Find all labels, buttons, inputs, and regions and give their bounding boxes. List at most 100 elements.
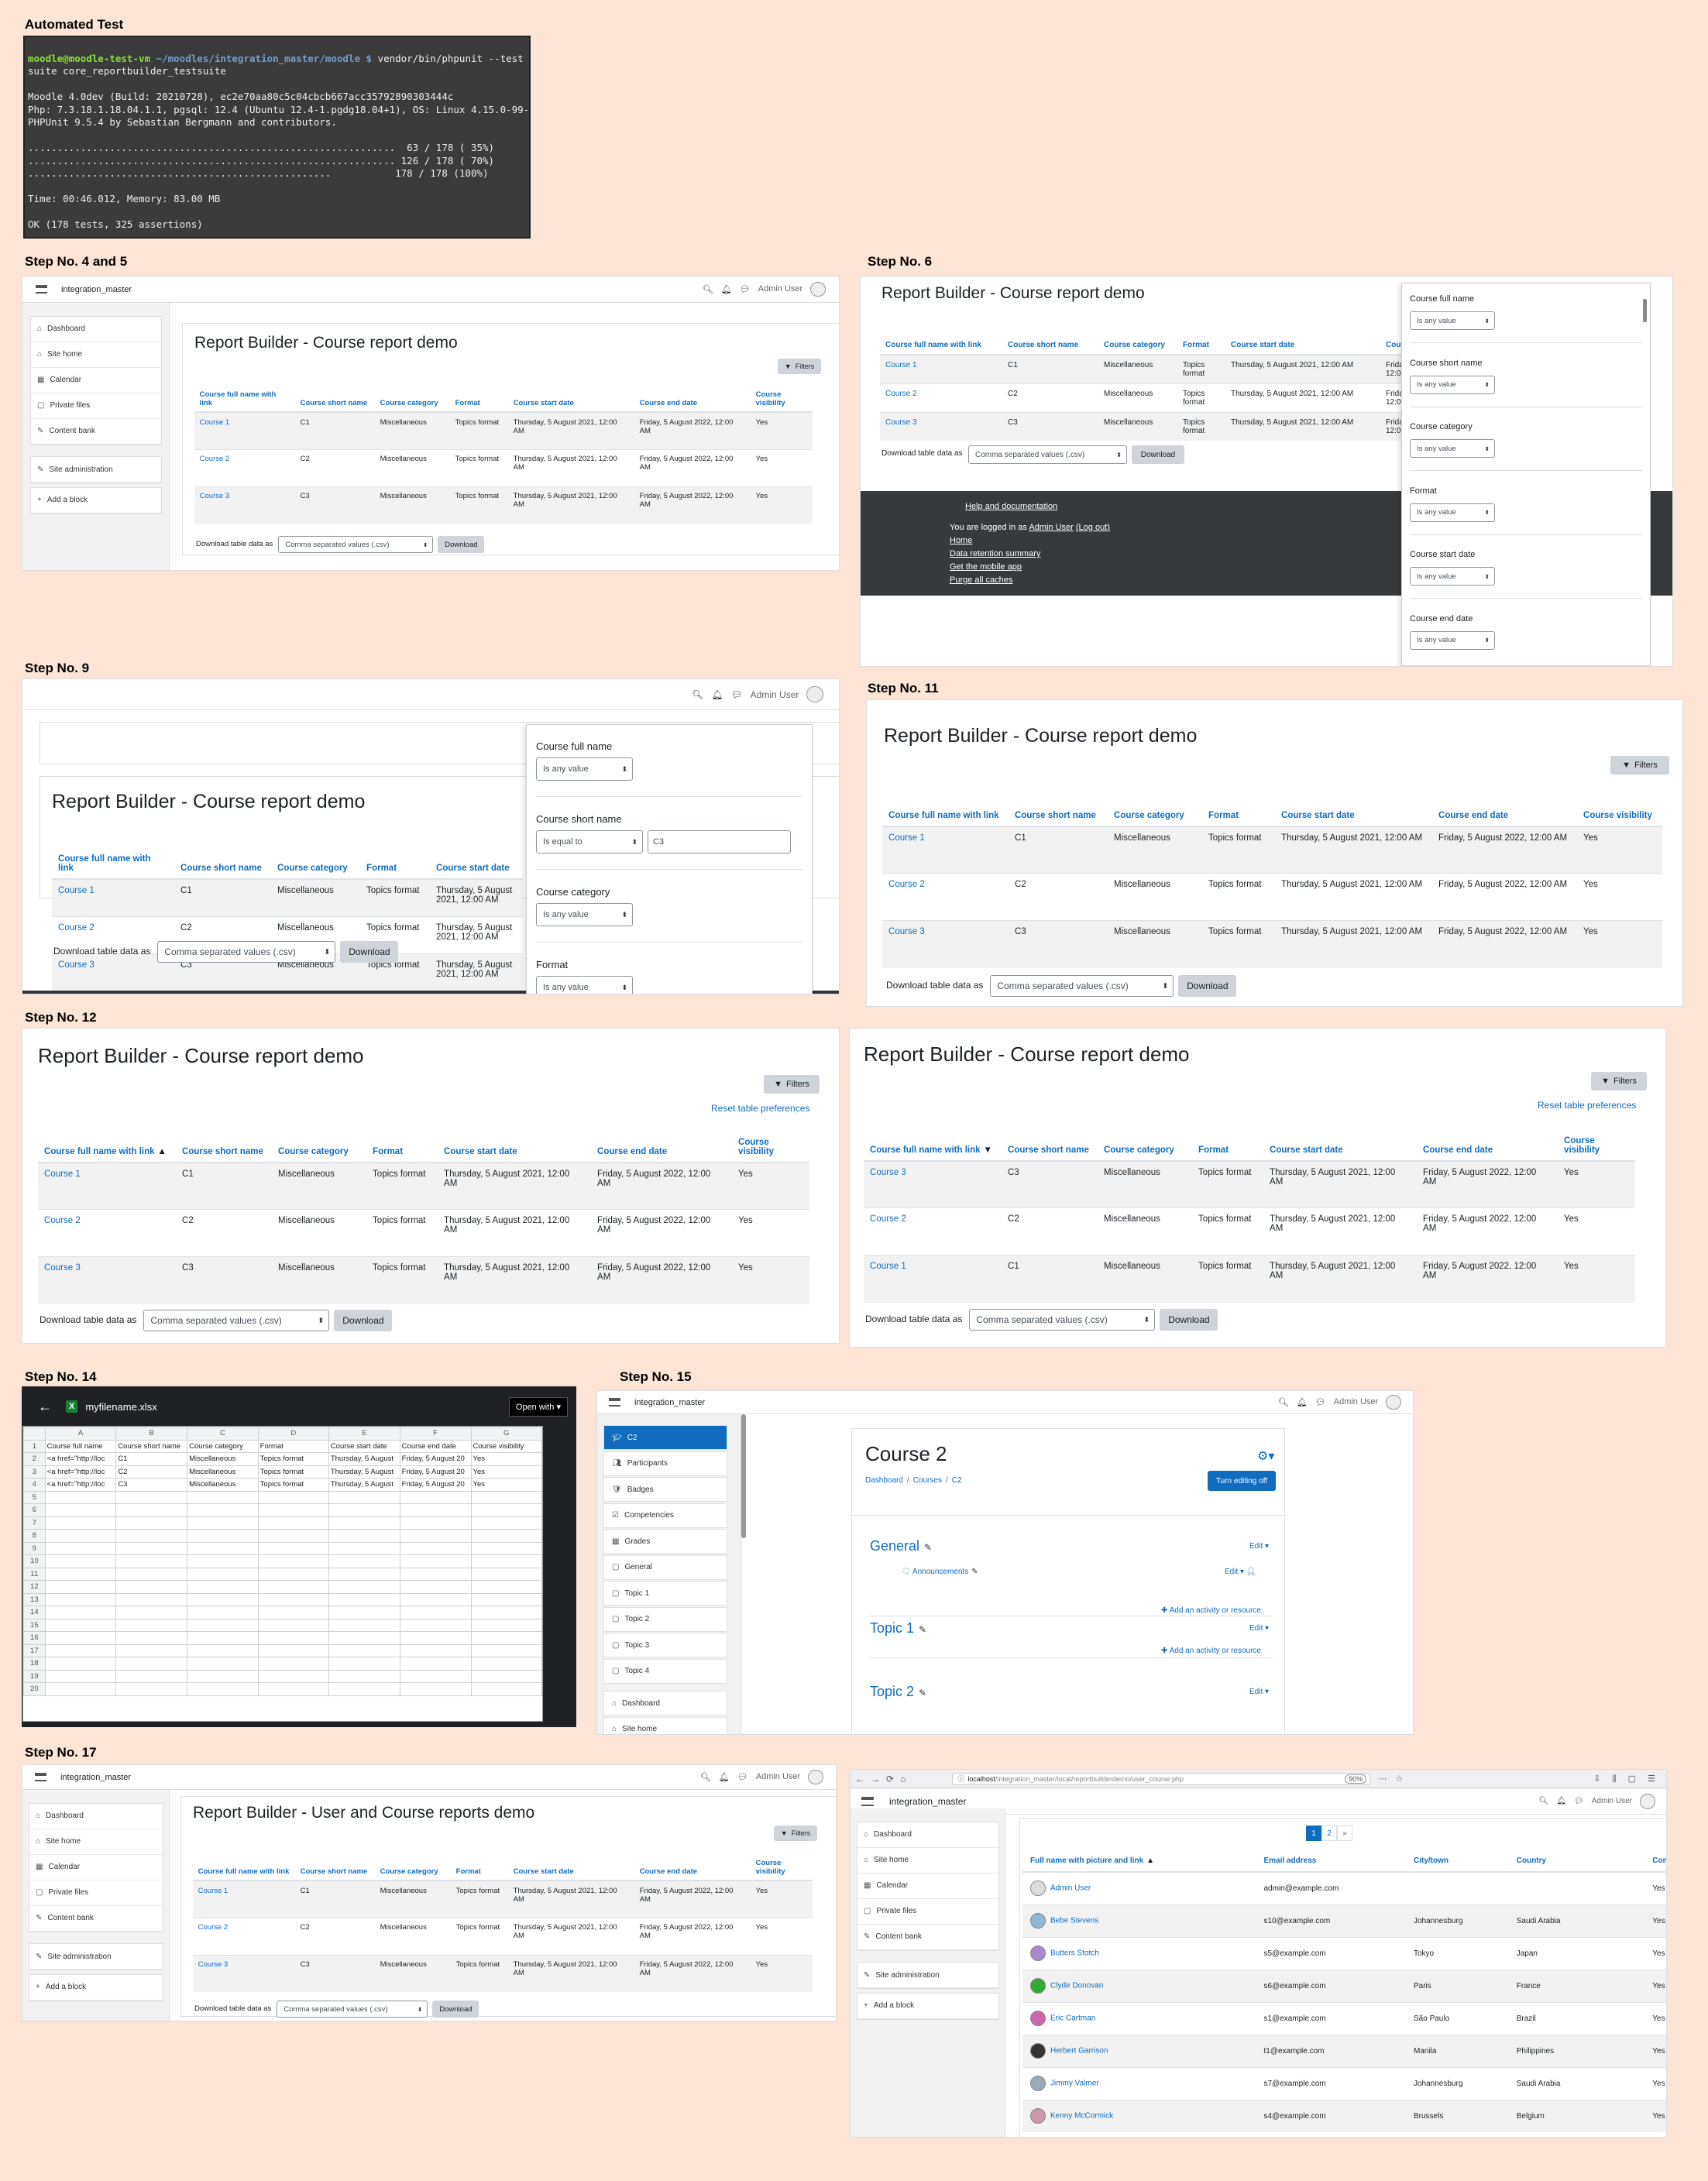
reset-table-preferences-link[interactable]: Reset table preferences	[1538, 1100, 1637, 1111]
course-link[interactable]: Course 3	[864, 1160, 1002, 1208]
column-header[interactable]: Course short name	[174, 846, 271, 881]
course-link[interactable]: Course 2	[882, 873, 1009, 921]
course-nav-topic-2[interactable]: ▢ Topic 2	[603, 1606, 727, 1632]
column-header[interactable]: Course full name with link ▲	[38, 1120, 176, 1163]
download-button[interactable]: Download	[334, 1310, 393, 1331]
column-header[interactable]: Course start date	[1263, 1118, 1417, 1162]
download-format-select[interactable]: Comma separated values (.csv)	[278, 536, 434, 553]
menu-toggle-icon[interactable]	[609, 1398, 621, 1406]
column-header[interactable]: Course full name with link	[882, 784, 1009, 827]
download-format-select[interactable]: Comma separated values (.csv)	[968, 445, 1127, 464]
download-button[interactable]: Download	[1132, 445, 1184, 464]
pagination-item[interactable]: 2	[1321, 1826, 1337, 1841]
course-link[interactable]: Course 1	[194, 411, 295, 450]
drawer-item-content-bank[interactable]: ✎ Content bank	[31, 419, 161, 445]
download-button[interactable]: Download	[438, 536, 485, 553]
course-nav-general[interactable]: ▢ General	[603, 1554, 727, 1580]
search-icon[interactable]: 🔍︎	[1277, 1397, 1289, 1407]
section-title[interactable]: Topic 2 ✎	[870, 1684, 927, 1699]
column-header[interactable]: Course start date	[430, 846, 523, 881]
message-icon[interactable]: 💬︎	[1315, 1397, 1326, 1407]
column-header[interactable]: Course category	[375, 379, 450, 414]
user-link[interactable]: Admin User	[1050, 1884, 1091, 1893]
section-title[interactable]: Topic 1 ✎	[870, 1620, 927, 1636]
user-avatar[interactable]	[1640, 1793, 1655, 1809]
pencil-icon[interactable]: ✎	[919, 1688, 927, 1698]
course-link[interactable]: Course 1	[38, 1162, 176, 1210]
filter-operator-select[interactable]: Is equal to	[536, 830, 643, 854]
column-header[interactable]: Format	[1192, 1118, 1263, 1162]
site-name[interactable]: integration_master	[60, 284, 132, 294]
gear-icon[interactable]: ⚙▾	[1257, 1450, 1275, 1463]
column-header[interactable]: Course end date	[634, 1847, 751, 1882]
filter-operator-select[interactable]: Is any value	[1410, 375, 1495, 394]
footer-link[interactable]: Home	[950, 536, 973, 545]
user-link[interactable]: Eric Cartman	[1050, 2014, 1096, 2023]
column-header[interactable]: Course category	[1108, 784, 1202, 827]
menu-toggle-icon[interactable]	[36, 285, 48, 294]
column-header[interactable]: Format	[450, 379, 508, 414]
column-header[interactable]: Course short name	[1002, 328, 1098, 355]
scrollbar[interactable]	[741, 1414, 746, 1538]
filter-operator-select[interactable]: Is any value	[1410, 439, 1495, 458]
drawer-item-calendar[interactable]: ▦ Calendar	[31, 368, 161, 393]
open-with-button[interactable]: Open with ▾	[508, 1396, 568, 1417]
column-header[interactable]: Course full name with link	[880, 328, 1002, 355]
column-header[interactable]: Course full name with link ▼	[864, 1118, 1002, 1162]
user-avatar[interactable]	[1386, 1394, 1401, 1410]
column-header[interactable]: Format	[366, 1120, 438, 1163]
column-header[interactable]: Course start date	[1275, 784, 1432, 827]
download-button[interactable]: Download	[432, 2001, 479, 2018]
add-activity-link[interactable]: ✚ Add an activity or resource	[1161, 1606, 1261, 1615]
course-nav-grades[interactable]: ▦ Grades	[603, 1529, 727, 1554]
user-name[interactable]: Admin User	[758, 284, 803, 294]
footer-link[interactable]: Get the mobile app	[950, 562, 1022, 572]
pencil-icon[interactable]: ✎	[919, 1624, 927, 1635]
drawer-item-private-files[interactable]: ▢ Private files	[29, 1880, 163, 1906]
user-name[interactable]: Admin User	[1333, 1397, 1379, 1407]
drawer-item-add-a-block[interactable]: + Add a block	[29, 1975, 163, 2001]
column-header[interactable]: Country	[1508, 1847, 1645, 1873]
column-header[interactable]: Course category	[271, 846, 360, 881]
pagination-item[interactable]: 1	[1306, 1826, 1321, 1841]
column-header[interactable]: Course visibility	[732, 1120, 809, 1163]
filter-value-input[interactable]: C3	[648, 830, 791, 854]
column-header[interactable]: Course start date	[508, 1847, 634, 1882]
user-avatar[interactable]	[808, 1769, 823, 1785]
section-title[interactable]: General ✎	[870, 1538, 933, 1554]
course-nav-topic-4[interactable]: ▢ Topic 4	[603, 1658, 727, 1684]
search-icon[interactable]: 🔍︎	[699, 1772, 711, 1782]
drawer-item-private-files[interactable]: ▢ Private files	[31, 393, 161, 419]
column-header[interactable]: Format	[1202, 784, 1275, 827]
column-header[interactable]: City/town	[1406, 1847, 1509, 1873]
reload-icon[interactable]: ⟳	[886, 1773, 895, 1784]
drawer-item-site-home[interactable]: ⌂ Site home	[857, 1848, 998, 1874]
section-edit-link[interactable]: Edit ▾	[1249, 1688, 1270, 1696]
back-arrow-icon[interactable]: ←	[38, 1398, 52, 1414]
message-icon[interactable]: 💬︎	[1574, 1797, 1584, 1805]
filter-operator-select[interactable]: Is any value	[536, 757, 633, 781]
column-header[interactable]: Course end date	[634, 379, 751, 414]
course-nav-participants[interactable]: 👥︎ Participants	[603, 1451, 727, 1476]
drawer-item-content-bank[interactable]: ✎ Content bank	[857, 1925, 998, 1950]
download-format-select[interactable]: Comma separated values (.csv)	[277, 2001, 428, 2018]
breadcrumb-item[interactable]: C2	[951, 1476, 962, 1485]
home-icon[interactable]: ⌂	[900, 1773, 906, 1784]
user-avatar[interactable]	[810, 281, 826, 297]
download-button[interactable]: Download	[1160, 1309, 1218, 1331]
menu-toggle-icon[interactable]	[35, 1773, 47, 1781]
bell-icon[interactable]: 🔔︎	[1556, 1797, 1567, 1805]
course-nav-topic-1[interactable]: ▢ Topic 1	[603, 1581, 727, 1606]
course-link[interactable]: Course 3	[193, 1954, 295, 1993]
user-avatar[interactable]	[806, 685, 823, 703]
user-name[interactable]: Admin User	[755, 1772, 801, 1782]
message-icon[interactable]: 💬︎	[730, 689, 743, 700]
drawer-item-add-a-block[interactable]: + Add a block	[857, 1994, 998, 2019]
drawer-item-site-home[interactable]: ⌂ Site home	[31, 342, 161, 368]
download-format-select[interactable]: Comma separated values (.csv)	[969, 1309, 1156, 1331]
site-name[interactable]: integration_master	[60, 1772, 132, 1782]
user-link[interactable]: Butters Stotch	[1050, 1949, 1099, 1958]
column-header[interactable]: Course short name	[1002, 1118, 1098, 1162]
column-header[interactable]: Course category	[375, 1847, 451, 1882]
course-link[interactable]: Course 1	[880, 354, 1002, 384]
